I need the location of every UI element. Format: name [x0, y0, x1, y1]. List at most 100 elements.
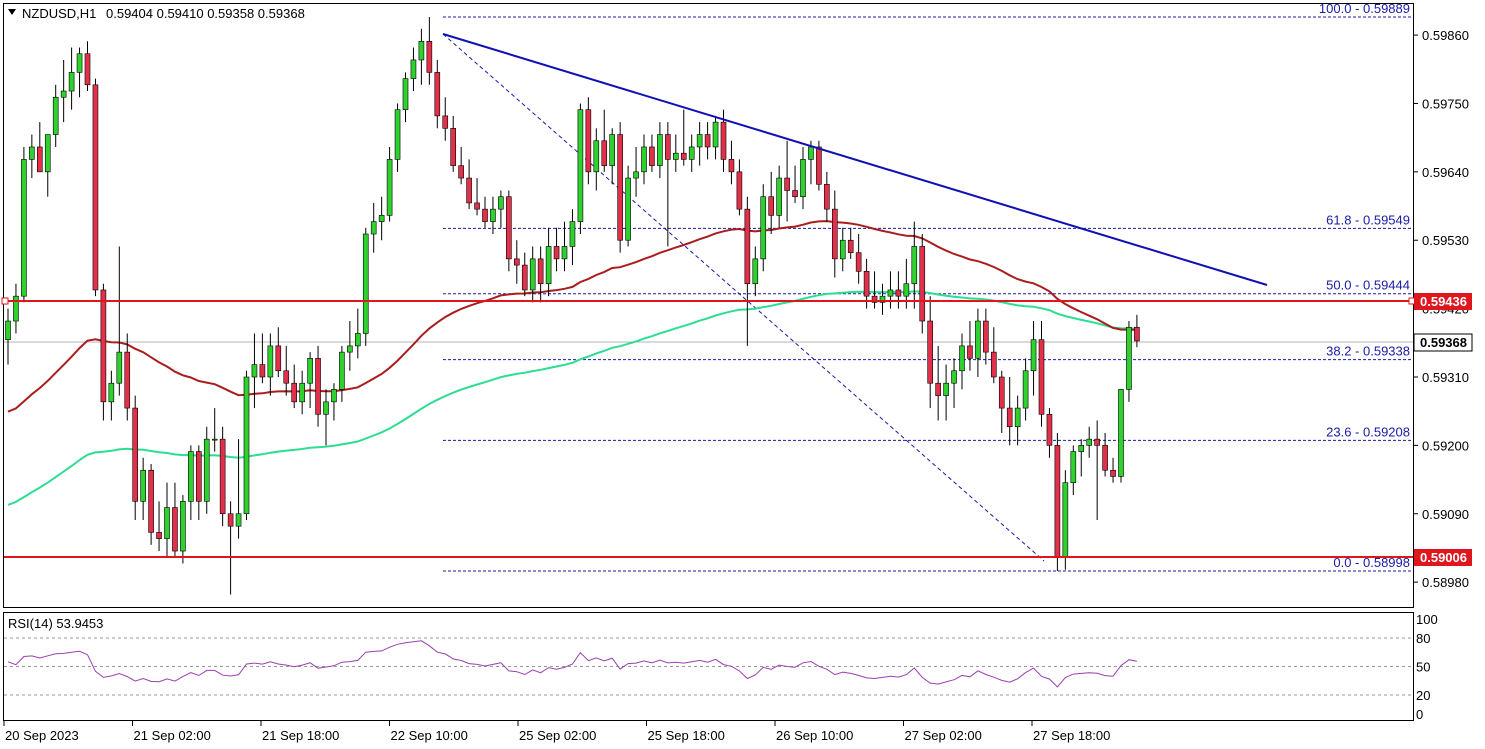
time-tick-label: 21 Sep 02:00 — [134, 728, 211, 743]
candle-bear — [506, 196, 512, 260]
candle-bear — [855, 252, 862, 272]
candle-bear — [275, 345, 282, 372]
resistance-anchor-left[interactable] — [1, 297, 9, 305]
price-tick-label: 0.59200 — [1422, 438, 1469, 453]
candle-bull — [1022, 370, 1029, 409]
price-tick-label: 0.59640 — [1422, 165, 1469, 180]
candle-bull — [545, 246, 552, 285]
candle-bull — [347, 345, 353, 353]
candle-bear — [291, 382, 298, 403]
candle-bear — [84, 53, 91, 86]
candle-bull — [633, 171, 639, 179]
candle-bull — [60, 90, 67, 98]
candle-bear — [458, 165, 464, 179]
rsi-level-label: 20 — [1416, 688, 1430, 703]
candle-bull — [68, 72, 75, 92]
candle-bull — [641, 146, 647, 173]
candle-bull — [251, 364, 258, 378]
candle-bull — [339, 351, 345, 390]
candle-bear — [474, 202, 480, 210]
candle-bull — [188, 451, 194, 502]
time-tick-label: 20 Sep 2023 — [5, 728, 79, 743]
candle-bull — [490, 208, 496, 222]
candle-bull — [5, 320, 11, 340]
candle-bull — [1030, 339, 1037, 372]
candle-bear — [227, 513, 234, 527]
candle-bull — [593, 140, 600, 173]
candle-bear — [426, 40, 433, 73]
time-tick-label: 25 Sep 18:00 — [648, 728, 725, 743]
candle-bear — [196, 451, 202, 502]
candle-bear — [919, 246, 926, 322]
candle-bull — [800, 159, 806, 198]
symbol-label: NZDUSD,H1 — [22, 6, 96, 21]
candle-bull — [76, 53, 83, 73]
candle-bull — [52, 96, 59, 135]
candle-bull — [625, 177, 631, 241]
candle-bear — [863, 271, 870, 297]
candle-bull — [378, 215, 385, 222]
candle-bear — [649, 146, 655, 166]
rsi-level-label: 50 — [1416, 660, 1430, 675]
candle-bear — [816, 146, 822, 185]
fib-level-label: 23.6 - 0.59208 — [1326, 424, 1410, 439]
candle-bull — [577, 109, 584, 222]
rsi-level-label: 80 — [1416, 631, 1430, 646]
current-price-tag — [1413, 333, 1473, 352]
fib-level-label: 38.2 - 0.59338 — [1326, 344, 1410, 359]
candle-bull — [331, 389, 337, 403]
candle-bear — [124, 351, 131, 409]
candle-bear — [1054, 445, 1061, 558]
candle-bull — [13, 295, 19, 322]
rsi-level-label: 0 — [1416, 707, 1423, 722]
candle-bear — [744, 208, 751, 285]
candle-bear — [537, 258, 544, 285]
candle-bull — [752, 258, 759, 285]
candle-bull — [108, 382, 115, 403]
candle-bear — [967, 345, 973, 359]
trendline[interactable] — [442, 33, 1268, 286]
rsi-line — [7, 640, 1137, 688]
candle-bull — [569, 221, 576, 247]
candle-bull — [943, 382, 949, 396]
candle-bull — [951, 370, 957, 384]
price-tick-label: 0.59750 — [1422, 96, 1469, 111]
candle-bear — [1006, 407, 1013, 428]
candle-bull — [299, 382, 305, 403]
candle-bear — [601, 140, 608, 166]
candle-bull — [975, 320, 981, 359]
fibonacci-labels: 100.0 - 0.59889 61.8 - 0.59549 50.0 - 0.59… — [1319, 1, 1410, 570]
candle-bear — [768, 196, 775, 216]
time-tick-label: 27 Sep 18:00 — [1033, 728, 1110, 743]
candle-bull — [203, 438, 210, 502]
candle-bear — [990, 351, 997, 378]
candle-bull — [903, 283, 910, 297]
candle-bull — [243, 376, 250, 515]
candle-bull — [760, 196, 767, 260]
candle-bull — [180, 501, 186, 552]
support-price-tag — [1414, 549, 1472, 566]
candle-bull — [323, 401, 329, 415]
candle-bear — [100, 289, 107, 403]
candle-bull — [1014, 407, 1021, 428]
time-tick-label: 27 Sep 02:00 — [905, 728, 982, 743]
candle-bull — [1078, 445, 1085, 452]
time-tick-label: 22 Sep 10:00 — [391, 728, 468, 743]
candle-bear — [132, 407, 138, 502]
candle-bear — [871, 295, 878, 303]
symbol-dropdown-icon[interactable] — [8, 9, 16, 15]
candle-bear — [315, 358, 321, 415]
candle-bull — [402, 78, 409, 110]
main-chart-frame — [3, 3, 1414, 608]
price-axis: 0.598600.597500.596400.595300.594200.593… — [1413, 28, 1469, 590]
candle-bull — [354, 333, 361, 347]
candle-bear — [450, 128, 457, 166]
candle-bull — [116, 351, 123, 384]
candle-bear — [728, 159, 735, 173]
price-tick-label: 0.59090 — [1422, 507, 1469, 522]
candle-bear — [482, 208, 488, 222]
current-price-tag-text: 0.59368 — [1420, 335, 1467, 350]
candle-bear — [259, 364, 266, 378]
candle-bear — [553, 246, 560, 260]
